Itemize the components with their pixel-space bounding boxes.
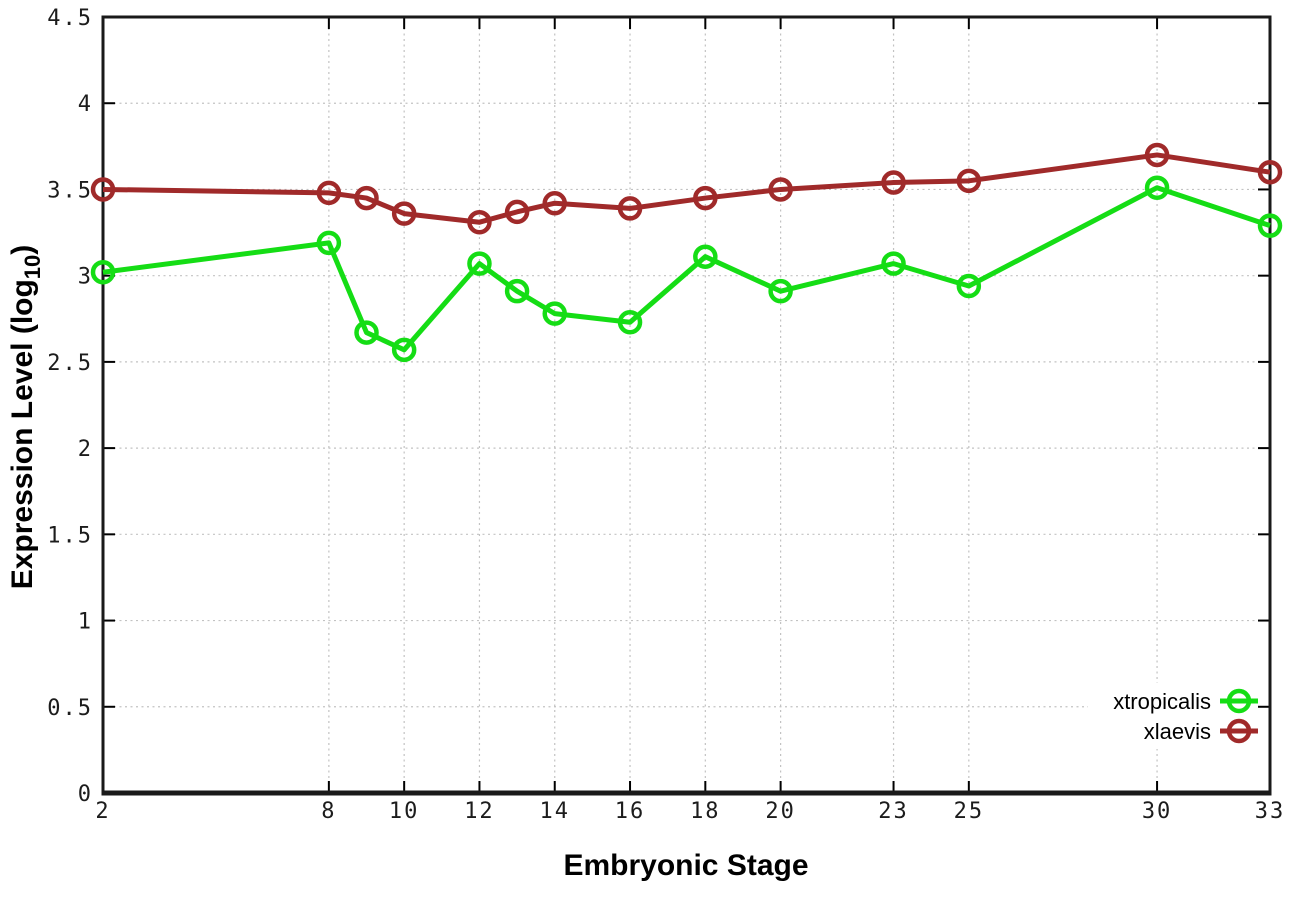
tick-labels: 2 8 10 12 14 16 18 20 23 25 30 33 0 0.5 1 1.5 2 2.5 3 3.5 4 4… — [47, 6, 1286, 824]
y-tick-label: 2.5 — [47, 351, 93, 376]
x-tick-label: 18 — [690, 799, 721, 824]
data-point-xtropicalis — [316, 230, 342, 256]
axis-ticks — [102, 16, 1271, 794]
x-axis-title: Embryonic Stage — [563, 849, 808, 882]
y-axis-title: Expression Level (log10) — [6, 245, 45, 590]
data-point-xlaevis — [542, 190, 567, 216]
y-tick-label: 1 — [78, 610, 93, 635]
series-line-xtropicalis — [102, 185, 1271, 353]
y-tick-label: 3.5 — [47, 178, 93, 203]
data-point-xtropicalis — [768, 278, 793, 304]
data-point-xlaevis — [956, 168, 982, 194]
y-tick-label: 0 — [78, 782, 93, 807]
data-series — [90, 142, 1283, 363]
x-tick-label: 20 — [765, 799, 796, 824]
x-tick-label: 25 — [954, 799, 985, 824]
data-point-xtropicalis — [504, 278, 530, 304]
legend: xtropicalis xlaevis — [1088, 683, 1258, 749]
series-xtropicalis — [90, 175, 1283, 363]
data-point-xlaevis — [391, 201, 417, 226]
y-tick-label: 3 — [78, 265, 93, 290]
y-tick-label: 0.5 — [47, 696, 93, 721]
data-point-xlaevis — [467, 209, 492, 235]
x-tick-label: 10 — [389, 799, 420, 824]
data-point-xtropicalis — [881, 251, 906, 276]
data-point-xlaevis — [768, 177, 793, 202]
data-point-xlaevis — [693, 185, 718, 211]
data-point-xlaevis — [1257, 159, 1283, 185]
data-point-xtropicalis — [391, 337, 417, 363]
y-tick-label: 4 — [78, 92, 93, 117]
legend-label-xtropicalis: xtropicalis — [1113, 689, 1211, 714]
y-tick-label: 1.5 — [47, 523, 93, 548]
legend-item-xtropicalis: xtropicalis — [1113, 688, 1258, 714]
series-xlaevis — [90, 142, 1283, 235]
legend-label-xlaevis: xlaevis — [1144, 719, 1211, 744]
gridlines — [102, 16, 1271, 794]
x-tick-label: 30 — [1142, 799, 1173, 824]
x-tick-label: 8 — [321, 799, 336, 824]
y-axis-title-close: ) — [6, 245, 39, 255]
plot-frame — [101, 15, 1272, 795]
data-point-xlaevis — [504, 199, 530, 225]
x-tick-label: 33 — [1255, 799, 1286, 824]
data-point-xtropicalis — [956, 273, 982, 299]
y-axis-title-main: Expression Level (log — [6, 279, 39, 589]
data-point-xtropicalis — [542, 301, 567, 326]
data-point-xlaevis — [617, 196, 643, 221]
data-point-xtropicalis — [90, 259, 116, 285]
legend-item-xlaevis: xlaevis — [1144, 718, 1258, 744]
data-point-xtropicalis — [1144, 175, 1170, 200]
y-tick-label: 4.5 — [47, 6, 93, 31]
data-point-xlaevis — [354, 185, 379, 211]
legend-marker-circle-xlaevis — [1226, 718, 1252, 744]
series-line-xlaevis — [102, 152, 1271, 225]
x-tick-label: 16 — [615, 799, 646, 824]
x-tick-label: 12 — [464, 799, 495, 824]
plot-border — [101, 15, 1272, 796]
data-point-xtropicalis — [693, 244, 718, 269]
data-point-xlaevis — [881, 170, 906, 195]
data-point-xlaevis — [316, 180, 342, 206]
y-axis-title-subscript: 10 — [20, 255, 45, 279]
y-tick-label: 2 — [78, 437, 93, 462]
data-point-xtropicalis — [617, 309, 643, 335]
x-tick-label: 23 — [878, 799, 909, 824]
data-point-xlaevis — [1144, 142, 1170, 168]
data-point-xlaevis — [90, 177, 116, 202]
data-point-xtropicalis — [467, 251, 492, 276]
data-point-xtropicalis — [354, 320, 379, 345]
data-point-xtropicalis — [1257, 213, 1283, 238]
x-tick-label: 14 — [539, 799, 570, 824]
legend-marker-circle-xtropicalis — [1226, 688, 1252, 714]
x-tick-label: 2 — [95, 799, 110, 824]
